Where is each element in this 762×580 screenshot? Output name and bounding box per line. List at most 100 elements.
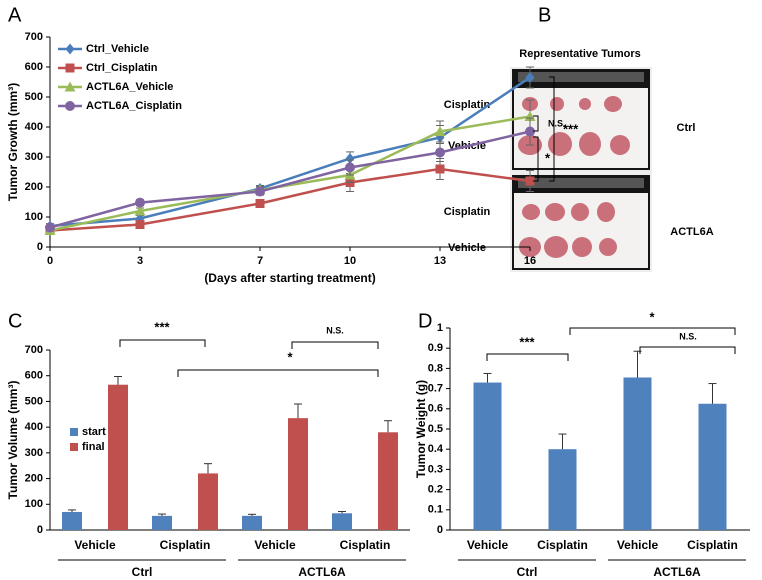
y-tick-label: 0 <box>37 524 43 536</box>
ruler <box>518 178 644 188</box>
bracket <box>639 346 736 354</box>
y-tick-label: 0.7 <box>428 383 443 395</box>
bracket <box>533 115 539 132</box>
legend-label: Ctrl_Vehicle <box>86 43 149 55</box>
x-tick-label: 0 <box>47 255 53 267</box>
annotation: *** <box>563 121 579 136</box>
annotation: * <box>545 150 551 165</box>
y-tick-label: 0.4 <box>428 443 444 455</box>
marker <box>255 186 265 197</box>
y-tick-label: 0.9 <box>428 342 443 354</box>
marker <box>525 176 535 186</box>
bar <box>473 382 502 530</box>
y-tick-label: 0.2 <box>428 484 443 496</box>
x-tick-label: Cisplatin <box>160 538 211 552</box>
y-tick-label: 400 <box>25 421 43 433</box>
panel-letter: B <box>538 4 551 26</box>
bar <box>288 418 308 530</box>
legend-marker <box>65 101 75 111</box>
y-tick-label: 1 <box>437 322 443 334</box>
panel-letter: D <box>418 310 432 332</box>
x-tick-label: Vehicle <box>467 538 509 552</box>
x-tick-label: 7 <box>257 255 263 267</box>
x-tick-label: Cisplatin <box>340 538 391 552</box>
x-tick-label: 13 <box>434 255 446 267</box>
y-tick-label: 0.3 <box>428 463 443 475</box>
marker <box>134 205 146 216</box>
bar <box>698 403 727 530</box>
y-tick-label: 0 <box>37 241 43 253</box>
chart-d: D 0 0.1 0.2 0.3 0.4 0.5 0.6 0.7 0.8 0.9 1 Tumor Weig… <box>414 309 750 579</box>
y-tick-label: 0.1 <box>428 504 443 516</box>
y-axis-label: Tumor Growth (mm³) <box>6 83 20 201</box>
group-label: ACTL6A <box>653 565 701 579</box>
x-tick-label: 16 <box>524 255 536 267</box>
x-tick-label: Cisplatin <box>537 538 588 552</box>
bar <box>108 384 128 530</box>
y-tick-label: 200 <box>25 472 43 484</box>
bar <box>198 473 218 530</box>
legend-label: ACTL6A_Vehicle <box>86 81 173 93</box>
y-tick-label: 500 <box>25 91 43 103</box>
y-tick-label: 300 <box>25 151 43 163</box>
y-axis-label: Tumor Weight (g) <box>414 380 428 478</box>
annotation: N.S. <box>548 118 566 128</box>
bar <box>62 512 82 530</box>
x-tick-label: 10 <box>344 255 356 267</box>
photo-title: Representative Tumors <box>519 48 640 60</box>
x-tick-label: 3 <box>137 255 143 267</box>
annotation: *** <box>519 334 535 349</box>
y-tick-label: 0.8 <box>428 362 443 374</box>
x-tick-label: Vehicle <box>617 538 659 552</box>
line <box>49 115 531 232</box>
bar <box>242 515 262 530</box>
legend-label: ACTL6A_Cisplatin <box>86 100 182 112</box>
annotation: N.S. <box>679 331 697 341</box>
ruler <box>518 72 644 82</box>
y-tick-label: 400 <box>25 121 43 133</box>
legend-label: final <box>82 441 105 453</box>
bar <box>332 513 352 530</box>
x-tick-label: Cisplatin <box>687 538 738 552</box>
bracket <box>533 136 539 182</box>
y-tick-label: 600 <box>25 61 43 73</box>
row-label: Vehicle <box>448 242 486 254</box>
x-tick-label: Vehicle <box>74 538 116 552</box>
row-label: Cisplatin <box>444 206 491 218</box>
line <box>49 167 531 232</box>
bracket <box>177 369 379 377</box>
y-tick-label: 0.6 <box>428 403 443 415</box>
y-tick-label: 100 <box>25 498 43 510</box>
annotation: * <box>287 349 293 364</box>
bracket <box>569 327 736 335</box>
legend-marker <box>65 63 75 73</box>
bar <box>378 432 398 530</box>
bracket <box>549 76 555 182</box>
legend-swatch <box>70 428 78 436</box>
group-label: Ctrl <box>517 565 538 579</box>
annotation: N.S. <box>326 325 344 335</box>
panel-letter: A <box>8 4 22 26</box>
y-tick-label: 100 <box>25 211 43 223</box>
chart-c: C 0 100 200 300 400 500 600 700 Tumor Volume (mm³… <box>6 310 410 579</box>
y-tick-label: 700 <box>25 344 43 356</box>
annotation: *** <box>154 319 170 334</box>
line <box>49 76 531 228</box>
row-label: Cisplatin <box>444 99 491 111</box>
legend-label: Ctrl_Cisplatin <box>86 62 158 74</box>
bar <box>152 515 172 530</box>
marker <box>135 197 145 208</box>
legend-swatch <box>70 443 78 451</box>
bar <box>548 449 577 530</box>
group-label: Ctrl <box>132 565 153 579</box>
bracket <box>119 339 206 347</box>
line <box>49 130 531 229</box>
marker <box>434 126 446 136</box>
bracket <box>291 341 379 349</box>
y-tick-label: 0.5 <box>428 423 443 435</box>
marker <box>345 162 355 173</box>
y-tick-label: 700 <box>25 31 43 43</box>
marker <box>435 147 445 158</box>
marker <box>135 220 145 229</box>
